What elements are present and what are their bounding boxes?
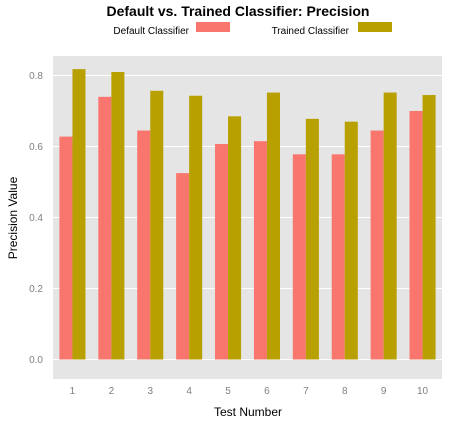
bar-default-6 — [253, 141, 267, 360]
bar-trained-5 — [228, 116, 242, 360]
x-tick-label: 2 — [109, 386, 115, 397]
bar-trained-6 — [266, 92, 280, 360]
y-tick-label: 0.0 — [29, 355, 43, 366]
bar-trained-9 — [383, 92, 397, 360]
bar-trained-1 — [72, 69, 86, 360]
x-tick-label: 9 — [381, 386, 387, 397]
bar-default-7 — [292, 154, 306, 360]
bars — [59, 69, 436, 360]
x-tick-label: 7 — [303, 386, 309, 397]
y-tick-label: 0.6 — [29, 142, 43, 153]
legend: Default Classifier Trained Classifier — [113, 22, 392, 37]
x-axis-ticks: 1 2 3 4 5 6 7 8 9 10 — [70, 386, 429, 397]
x-tick-label: 5 — [225, 386, 231, 397]
bar-default-3 — [137, 130, 151, 360]
bar-default-9 — [370, 130, 384, 360]
bar-default-1 — [59, 136, 73, 360]
legend-label-default: Default Classifier — [113, 26, 189, 37]
bar-default-2 — [98, 96, 112, 360]
y-axis-title: Precision Value — [6, 176, 20, 259]
x-tick-label: 4 — [186, 386, 192, 397]
y-tick-label: 0.2 — [29, 284, 43, 295]
x-tick-label: 6 — [264, 386, 270, 397]
y-tick-label: 0.4 — [29, 213, 43, 224]
legend-label-trained: Trained Classifier — [272, 26, 350, 37]
x-tick-label: 10 — [417, 386, 429, 397]
x-axis-title: Test Number — [214, 405, 282, 419]
bar-trained-4 — [189, 95, 203, 360]
y-axis-ticks: 0.0 0.2 0.4 0.6 0.8 — [29, 71, 43, 366]
x-tick-label: 3 — [147, 386, 153, 397]
bar-trained-3 — [150, 90, 164, 360]
bar-trained-2 — [111, 71, 125, 360]
bar-default-5 — [215, 144, 229, 360]
bar-default-8 — [331, 154, 345, 360]
x-tick-label: 1 — [70, 386, 76, 397]
bar-trained-7 — [305, 118, 319, 360]
legend-swatch-default — [196, 22, 230, 32]
bar-default-4 — [176, 173, 190, 360]
x-tick-label: 8 — [342, 386, 348, 397]
legend-swatch-trained — [358, 22, 392, 32]
bar-trained-10 — [422, 95, 436, 360]
chart-title: Default vs. Trained Classifier: Precisio… — [107, 3, 370, 19]
y-tick-label: 0.8 — [29, 71, 43, 82]
bar-default-10 — [409, 111, 423, 360]
bar-trained-8 — [344, 121, 358, 360]
